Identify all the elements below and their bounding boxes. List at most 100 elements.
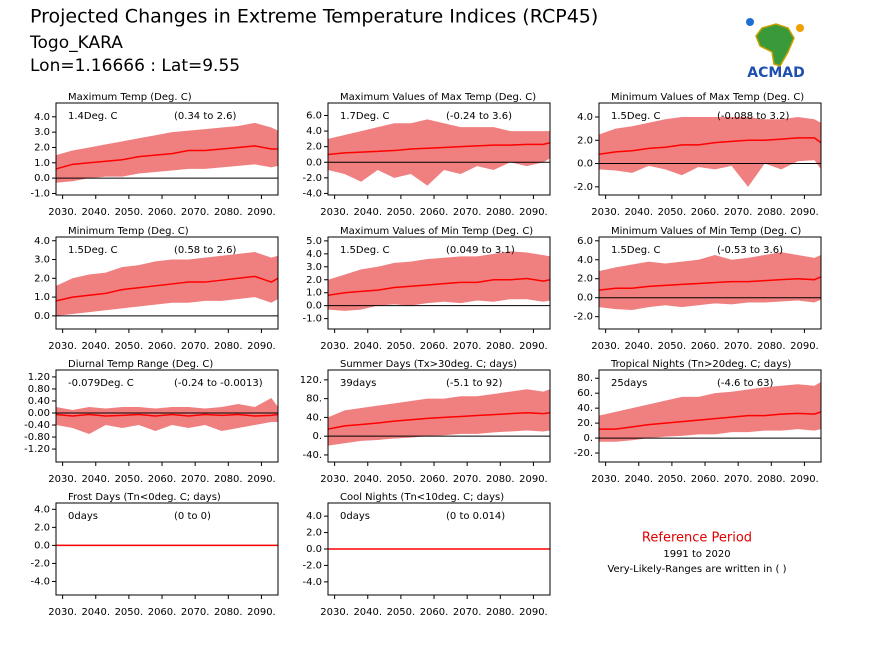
y-tick-label: 2.0: [34, 522, 50, 533]
plot-frame: [327, 236, 551, 330]
mean-label: 1.7Deg. C: [340, 111, 389, 122]
x-tick-label: 2060.: [420, 474, 449, 485]
plot-frame: [598, 369, 822, 463]
range-label: (-5.1 to 92): [446, 378, 503, 389]
y-tick-label: 40.: [306, 412, 322, 423]
y-tick-label: 1.0: [306, 288, 322, 299]
x-tick-label: 2070.: [181, 607, 210, 618]
y-tick-label: 0.0: [34, 173, 50, 184]
y-tick-label: 2.0: [34, 142, 50, 153]
plot-frame: [55, 102, 279, 196]
y-tick-label: 0.: [312, 431, 322, 442]
range-label: (-0.24 to -0.0013): [174, 378, 263, 389]
plot-frame: [598, 102, 822, 196]
mean-line: [327, 142, 551, 156]
range-label: (0 to 0): [174, 511, 211, 522]
x-tick-label: 2080.: [757, 207, 786, 218]
mean-label: 0days: [68, 511, 98, 522]
mean-label: -0.079Deg. C: [68, 378, 134, 389]
x-tick-label: 2070.: [724, 474, 753, 485]
x-tick-label: 2030.: [48, 207, 77, 218]
x-tick-label: 2080.: [214, 207, 243, 218]
y-tick-label: 4.0: [306, 511, 322, 522]
y-tick-label: -4.0: [302, 188, 322, 199]
y-tick-label: 0.0: [34, 311, 50, 322]
x-tick-label: 2080.: [486, 207, 515, 218]
y-tick-label: -2.0: [30, 558, 50, 569]
x-tick-label: 2090.: [790, 474, 819, 485]
x-tick-label: 2070.: [181, 474, 210, 485]
y-tick-label: 0.0: [34, 540, 50, 551]
y-tick-label: 20.: [577, 418, 593, 429]
y-tick-label: 0.00: [28, 408, 50, 419]
panel-title: Cool Nights (Tn<10deg. C; days): [340, 492, 504, 503]
y-tick-label: 0.: [583, 433, 593, 444]
mean-line: [55, 275, 279, 302]
y-tick-label: 0.0: [306, 301, 322, 312]
x-tick-label: 2050.: [115, 607, 144, 618]
x-tick-label: 2030.: [591, 207, 620, 218]
y-tick-label: 2.0: [306, 275, 322, 286]
mean-label: 0days: [340, 511, 370, 522]
range-label: (0.34 to 2.6): [174, 111, 236, 122]
x-tick-label: 2060.: [420, 207, 449, 218]
x-tick-label: 2080.: [486, 474, 515, 485]
plot-frame: [327, 502, 551, 596]
x-tick-label: 2060.: [148, 341, 177, 352]
coords: Lon=1.16666 : Lat=9.55: [30, 56, 240, 76]
reference-note: Very-Likely-Ranges are written in ( ): [607, 564, 786, 575]
y-tick-label: 2.0: [577, 135, 593, 146]
y-tick-label: 120.: [300, 375, 322, 386]
logo-text: ACMAD: [747, 65, 805, 81]
x-tick-label: 2040.: [353, 607, 382, 618]
location: Togo_KARA: [29, 33, 123, 53]
x-tick-label: 2090.: [790, 207, 819, 218]
mean-label: 25days: [611, 378, 647, 389]
plot-frame: [55, 502, 279, 596]
x-tick-label: 2080.: [486, 607, 515, 618]
y-tick-label: 80.: [577, 373, 593, 384]
range-label: (-4.6 to 63): [717, 378, 774, 389]
x-tick-label: 2040.: [624, 341, 653, 352]
mean-label: 1.5Deg. C: [68, 245, 117, 256]
y-tick-label: -1.20: [24, 444, 50, 455]
mean-line: [55, 145, 278, 170]
x-tick-label: 2040.: [81, 607, 110, 618]
y-tick-label: 5.0: [306, 236, 322, 247]
y-tick-label: 2.0: [306, 528, 322, 539]
y-tick-label: 1.0: [34, 292, 50, 303]
x-tick-label: 2030.: [320, 207, 349, 218]
y-tick-label: -1.0: [30, 188, 50, 199]
x-tick-label: 2090.: [519, 341, 548, 352]
y-tick-label: 3.0: [34, 127, 50, 138]
y-tick-label: -2.0: [573, 312, 593, 323]
x-tick-label: 2090.: [519, 607, 548, 618]
x-tick-label: 2030.: [48, 341, 77, 352]
logo: [746, 18, 804, 67]
range-label: (-0.24 to 3.6): [446, 111, 512, 122]
y-tick-label: -2.0: [302, 560, 322, 571]
x-tick-label: 2090.: [247, 474, 276, 485]
range-label: (-0.088 to 3.2): [717, 111, 789, 122]
x-tick-label: 2050.: [115, 474, 144, 485]
plot-frame: [327, 102, 551, 196]
x-tick-label: 2040.: [81, 341, 110, 352]
x-tick-label: 2040.: [353, 341, 382, 352]
x-tick-label: 2090.: [247, 341, 276, 352]
reference-title: Reference Period: [642, 531, 752, 546]
y-tick-label: -2.0: [302, 173, 322, 184]
y-tick-label: 0.0: [306, 544, 322, 555]
x-tick-label: 2080.: [757, 341, 786, 352]
y-tick-label: -4.0: [30, 576, 50, 587]
reference-period: 1991 to 2020: [663, 549, 730, 560]
range-band: [599, 381, 821, 442]
range-band: [56, 397, 278, 435]
x-tick-label: 2080.: [214, 607, 243, 618]
range-label: (0 to 0.014): [446, 511, 505, 522]
range-band: [599, 252, 821, 311]
x-tick-label: 2030.: [591, 474, 620, 485]
range-band: [599, 116, 821, 187]
y-tick-label: 4.0: [577, 255, 593, 266]
x-tick-label: 2090.: [519, 474, 548, 485]
x-tick-label: 2030.: [48, 474, 77, 485]
